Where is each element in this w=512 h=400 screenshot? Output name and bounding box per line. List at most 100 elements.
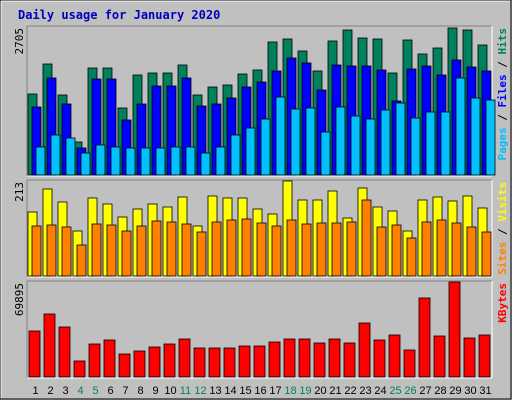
bar-sites — [271, 225, 282, 277]
bar-pages — [65, 137, 76, 176]
bar-pages — [305, 107, 316, 176]
x-tick-label: 18 — [284, 385, 296, 397]
bar-kbytes — [343, 342, 356, 378]
legend-item: / — [496, 55, 509, 75]
bar-kbytes — [463, 337, 476, 378]
x-tick-label: 6 — [107, 385, 113, 397]
x-tick-label: 27 — [419, 385, 431, 397]
bar-pages — [485, 99, 496, 176]
bar-pages — [470, 97, 481, 176]
legend-item: / — [496, 222, 509, 242]
bar-pages — [155, 147, 166, 176]
bar-kbytes — [223, 347, 236, 378]
y-axis-max-label: 69895 — [13, 283, 26, 316]
legend-item: Hits — [496, 28, 509, 55]
bar-sites — [181, 223, 192, 277]
x-tick-label: 24 — [374, 385, 386, 397]
x-axis-labels: 1 2 3 4 5 6 7 8 9 10 11 12 13 14 15 16 17 18 19 20 21 22 23 24 2… — [32, 385, 491, 397]
bar-sites — [61, 226, 72, 277]
x-tick-label: 16 — [254, 385, 266, 397]
bar-pages — [275, 96, 286, 176]
x-tick-label: 29 — [449, 385, 461, 397]
chart-title: Daily usage for January 2020 — [18, 8, 220, 22]
bar-sites — [76, 244, 87, 277]
x-tick-label: 17 — [269, 385, 281, 397]
bar-kbytes — [58, 326, 71, 378]
chart-panel-2: 213 Sites / Visits — [13, 179, 509, 278]
bar-kbytes — [403, 349, 416, 378]
bar-sites — [436, 219, 447, 277]
bar-kbytes — [418, 297, 431, 378]
bar-sites — [406, 237, 417, 277]
legend-item: KBytes — [496, 283, 509, 323]
x-tick-label: 5 — [92, 385, 98, 397]
bar-kbytes — [178, 338, 191, 378]
bar-kbytes — [43, 313, 56, 378]
x-tick-label: 25 — [389, 385, 401, 397]
x-tick-label: 7 — [122, 385, 128, 397]
x-tick-label: 11 — [180, 385, 191, 397]
bar-kbytes — [478, 334, 491, 378]
bar-kbytes — [73, 360, 86, 378]
x-tick-label: 9 — [152, 385, 158, 397]
panel-legend: Sites / Visits — [496, 182, 509, 275]
panel-legend: Pages / Files / Hits — [496, 28, 509, 161]
bar-kbytes — [88, 343, 101, 378]
bar-kbytes — [193, 347, 206, 378]
bar-kbytes — [208, 347, 221, 378]
bar-kbytes — [358, 322, 371, 378]
bar-sites — [31, 225, 42, 277]
bar-sites — [136, 225, 147, 277]
bar-pages — [350, 115, 361, 176]
bar-sites — [211, 221, 222, 277]
bar-kbytes — [298, 338, 311, 378]
bar-sites — [451, 222, 462, 277]
bar-pages — [50, 134, 61, 176]
bar-sites — [466, 226, 477, 277]
bar-kbytes — [433, 335, 446, 378]
bar-kbytes — [313, 342, 326, 378]
bar-pages — [110, 146, 121, 176]
x-tick-label: 31 — [479, 385, 491, 397]
x-tick-label: 2 — [47, 385, 53, 397]
bar-sites — [286, 219, 297, 277]
bar-sites — [256, 222, 267, 277]
bar-sites — [331, 222, 342, 277]
bar-pages — [425, 111, 436, 176]
x-tick-label: 3 — [62, 385, 68, 397]
bar-kbytes — [118, 353, 131, 378]
bar-pages — [185, 146, 196, 176]
bar-sites — [91, 223, 102, 277]
legend-item: Pages — [496, 127, 509, 160]
x-tick-label: 8 — [137, 385, 143, 397]
bar-kbytes — [328, 338, 341, 378]
bar-sites — [46, 224, 57, 277]
chart-panel-1: 2705 Pages / Files / Hits — [13, 25, 509, 177]
bar-pages — [230, 134, 241, 176]
bar-sites — [376, 226, 387, 277]
x-tick-label: 23 — [359, 385, 371, 397]
y-axis-max-label: 213 — [13, 182, 26, 202]
bar-kbytes — [373, 339, 386, 378]
bar-sites — [391, 224, 402, 277]
bar-pages — [290, 108, 301, 176]
panel-legend: KBytes — [496, 283, 509, 323]
bar-pages — [260, 118, 271, 176]
bar-pages — [440, 111, 451, 176]
x-tick-label: 28 — [434, 385, 446, 397]
bar-sites — [241, 218, 252, 277]
x-tick-label: 15 — [239, 385, 251, 397]
x-tick-label: 19 — [299, 385, 311, 397]
bar-pages — [335, 106, 346, 176]
bar-pages — [245, 127, 256, 176]
x-tick-label: 26 — [404, 385, 416, 397]
x-tick-label: 10 — [164, 385, 176, 397]
y-axis-max-label: 2705 — [13, 28, 26, 55]
x-tick-label: 20 — [314, 385, 326, 397]
chart-panel-3: 69895 KBytes — [13, 280, 509, 379]
bar-sites — [361, 199, 372, 277]
legend-item: Visits — [496, 182, 509, 222]
bar-pages — [215, 146, 226, 176]
